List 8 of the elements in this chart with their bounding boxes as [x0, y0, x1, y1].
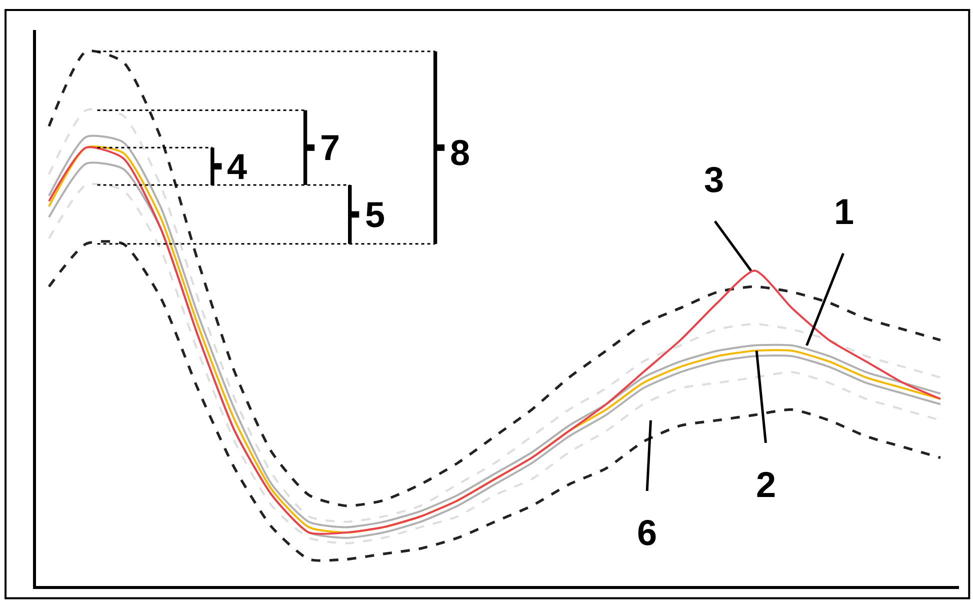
annotation: 8: [450, 132, 470, 173]
annotation: 6: [637, 512, 658, 553]
annotation: 7: [320, 127, 340, 168]
annotation: 2: [756, 464, 776, 505]
annotation: 5: [365, 194, 386, 235]
annotation: 3: [704, 159, 724, 200]
annotation: 4: [227, 146, 248, 187]
annotation: 1: [834, 191, 854, 232]
